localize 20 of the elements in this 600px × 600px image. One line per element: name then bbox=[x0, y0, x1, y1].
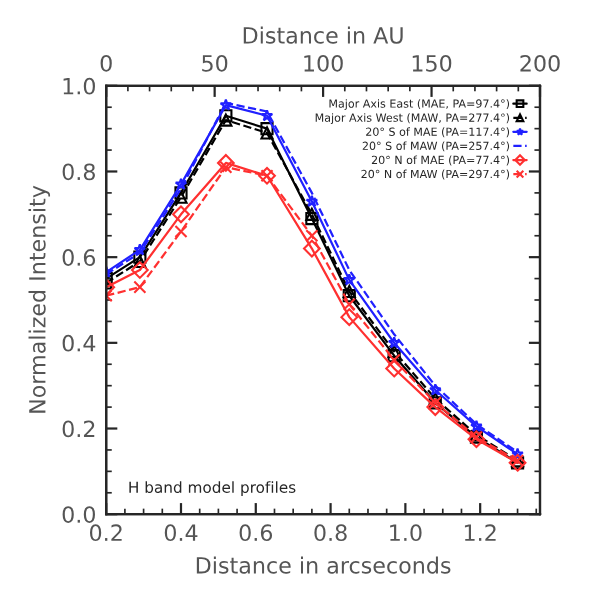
y-tick-label: 0.4 bbox=[62, 334, 96, 352]
x2-tick-label: 150 bbox=[412, 54, 452, 72]
x2-tick-label: 50 bbox=[202, 54, 228, 72]
x2-axis-title: Distance in AU bbox=[243, 26, 403, 44]
y-tick-label: 0.6 bbox=[62, 249, 96, 266]
x2-tick-label: 200 bbox=[520, 54, 560, 72]
x2-tick-label: 0 bbox=[100, 54, 112, 72]
x-tick-label: 0.8 bbox=[314, 524, 347, 542]
y-axis-title: Normalized Intensity bbox=[28, 185, 51, 413]
y-tick-label: 0.2 bbox=[62, 420, 95, 438]
x-tick-label: 0.6 bbox=[239, 524, 273, 542]
y-tick-label: 1.0 bbox=[63, 77, 95, 95]
x-tick-label: 0.2 bbox=[90, 524, 122, 542]
x-axis-title: Distance in arcseconds bbox=[196, 556, 451, 574]
x-tick-label: 1.2 bbox=[464, 524, 496, 541]
x-tick-label: 0.4 bbox=[164, 524, 198, 542]
x2-tick-label: 100 bbox=[304, 54, 343, 72]
x-tick-label: 1.0 bbox=[390, 524, 422, 542]
y-tick-label: 0.8 bbox=[62, 163, 95, 181]
y-tick-label: 0.0 bbox=[62, 506, 95, 523]
